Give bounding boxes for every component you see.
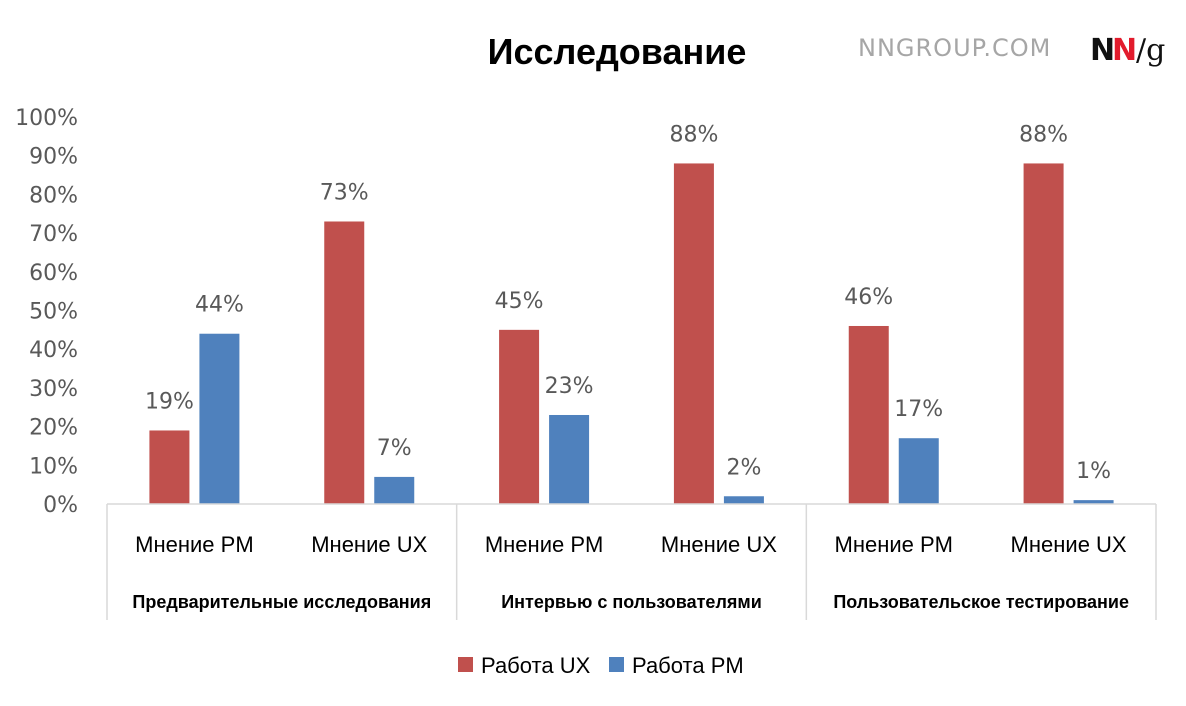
bar <box>549 414 590 504</box>
category-label: Мнение PM <box>135 532 254 557</box>
chart-title: Исследование <box>488 31 747 72</box>
bar <box>1073 500 1114 504</box>
y-tick-label: 90% <box>29 145 78 170</box>
bar <box>898 438 939 504</box>
data-label: 46% <box>844 285 893 310</box>
nng-logo: N N /g <box>1090 33 1165 68</box>
data-label: 73% <box>320 180 369 205</box>
data-label: 88% <box>669 122 718 147</box>
category-label: Мнение PM <box>485 532 604 557</box>
legend-swatch <box>609 657 624 672</box>
data-label: 7% <box>377 436 412 461</box>
logo-slash-g: /g <box>1136 33 1165 68</box>
data-label: 19% <box>145 389 194 414</box>
bar <box>673 163 714 504</box>
y-tick-label: 80% <box>29 183 78 208</box>
y-tick-label: 0% <box>43 493 78 518</box>
bar <box>199 333 240 504</box>
data-label: 17% <box>894 397 943 422</box>
data-label: 45% <box>495 289 544 314</box>
data-label: 44% <box>195 293 244 318</box>
category-label: Мнение UX <box>1011 532 1127 557</box>
legend-label: Работа UX <box>481 653 591 678</box>
group-label: Пользовательское тестирование <box>833 592 1129 612</box>
bar <box>499 329 540 504</box>
legend-label: Работа PM <box>632 653 744 678</box>
y-tick-label: 30% <box>29 377 78 402</box>
bar <box>324 221 365 505</box>
bar <box>848 325 889 504</box>
data-label: 1% <box>1076 459 1111 484</box>
y-axis: 0% 10% 20% 30% 40% 50% 60% 70% 80% 90% 100% <box>15 106 78 518</box>
bar <box>374 476 415 504</box>
data-label: 23% <box>545 374 594 399</box>
bar <box>149 430 190 504</box>
y-tick-label: 70% <box>29 222 78 247</box>
category-label: Мнение UX <box>311 532 427 557</box>
y-tick-label: 60% <box>29 261 78 286</box>
category-label: Мнение UX <box>661 532 777 557</box>
legend: Работа UX Работа PM <box>458 653 744 678</box>
group-label: Интервью с пользователями <box>501 592 762 612</box>
group-label: Предварительные исследования <box>132 592 431 612</box>
y-tick-label: 50% <box>29 300 78 325</box>
y-tick-label: 20% <box>29 416 78 441</box>
y-tick-label: 100% <box>15 106 78 131</box>
legend-swatch <box>458 657 473 672</box>
y-tick-label: 40% <box>29 338 78 363</box>
x-axis: Мнение PM Мнение UX Мнение PM Мнение UX Мнен… <box>106 503 1157 620</box>
y-tick-label: 10% <box>29 454 78 479</box>
data-labels: 19% 73% 45% 88% 46% 88% 44% 7% 23% 2% 17% 1% <box>145 122 1111 484</box>
bar <box>723 496 764 504</box>
data-label: 2% <box>726 455 761 480</box>
logo-letter-n2: N <box>1112 33 1137 68</box>
category-label: Мнение PM <box>835 532 954 557</box>
brand-site-text: NNGROUP.COM <box>858 34 1051 62</box>
logo-letter-n1: N <box>1090 33 1115 68</box>
bar <box>1023 163 1064 504</box>
bars <box>149 163 1114 505</box>
data-label: 88% <box>1019 122 1068 147</box>
